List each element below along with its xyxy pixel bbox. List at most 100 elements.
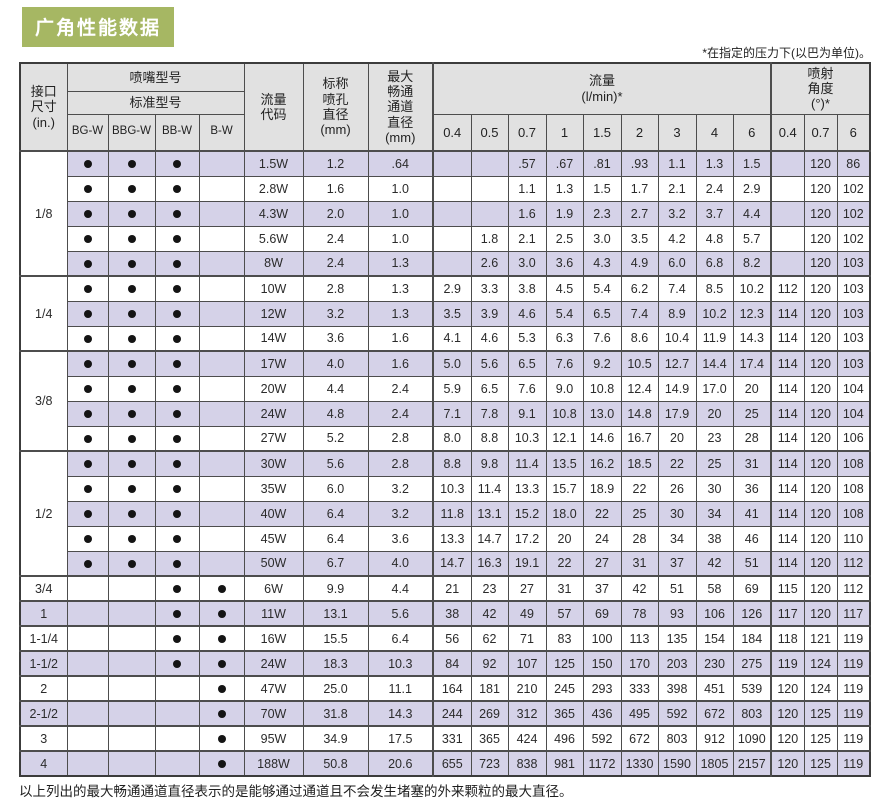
flow-value-cell: 365 (545, 700, 584, 727)
table-row: 1/2 30W 5.6 2.8 8.8 9.8 11.4 13.5 16.2 18.5 22 25 31… (19, 450, 871, 577)
availability-dot-icon (217, 710, 226, 719)
passage-diameter-cell: 1.3 (367, 275, 434, 302)
angle-value-cell (770, 250, 805, 277)
page-title: 广角性能数据 (22, 7, 175, 47)
table-row: 3/8 17W 4.0 1.6 5.0 5.6 6.5 7.6 9.2 10.5 12.7 14.4 1… (19, 350, 871, 452)
flow-value-cell: 12.3 (732, 300, 772, 327)
table-row: 35W 6.0 3.2 10.3 11.4 13.3 15.7 18.9 22 26 30 36 114… (20, 475, 871, 502)
angle-value-cell: 120 (770, 750, 805, 777)
flow-value-cell: 38 (695, 525, 734, 552)
angle-value-cell: 120 (803, 450, 838, 477)
availability-dot-icon (173, 235, 181, 244)
model-availability-bb-w (154, 400, 200, 427)
availability-dot-icon (217, 585, 226, 594)
angle-value-cell: 103 (836, 250, 871, 277)
flow-value-cell: 4.6 (470, 325, 509, 352)
model-availability-bbg-w (107, 250, 156, 277)
flow-value-cell: 18.0 (545, 500, 584, 527)
model-availability-bg-w (66, 475, 109, 502)
flow-value-cell: 1.6 (507, 200, 547, 227)
availability-dot-icon (173, 635, 181, 644)
orifice-diameter-cell: 4.4 (302, 375, 369, 402)
flow-value-cell: 135 (657, 625, 697, 652)
availability-dot-icon (83, 160, 92, 169)
angle-value-cell: 114 (770, 450, 805, 477)
model-availability-b-w (198, 625, 245, 652)
passage-diameter-cell: 1.0 (367, 225, 434, 252)
model-availability-bg-w (66, 550, 109, 577)
flow-value-cell: 14.4 (695, 350, 734, 377)
table-row: 1-1/2 24W 18.3 10.3 84 92 107 125 150 170 203 230 27… (19, 650, 871, 677)
availability-dot-icon (127, 360, 136, 369)
flow-value-cell: 84 (432, 650, 472, 677)
availability-dot-icon (173, 185, 181, 194)
model-availability-bbg-w (107, 325, 156, 352)
flow-value-cell: 1330 (620, 750, 659, 777)
angle-value-cell: 120 (803, 500, 838, 527)
flow-code-cell: 11W (243, 600, 304, 627)
flow-value-cell: 5.9 (432, 375, 472, 402)
passage-diameter-cell: 3.2 (367, 500, 434, 527)
flow-value-cell: 15.2 (507, 500, 547, 527)
availability-dot-icon (127, 410, 136, 419)
flow-value-cell: 20 (695, 400, 734, 427)
model-availability-bg-w (66, 725, 109, 752)
flow-value-cell: 13.3 (432, 525, 472, 552)
angle-value-cell: 119 (836, 650, 871, 677)
angle-value-cell: 103 (836, 275, 871, 302)
model-column-header: B-W (198, 113, 245, 152)
model-availability-bg-w (66, 700, 109, 727)
availability-dot-icon (83, 210, 92, 219)
angle-value-cell: 114 (770, 500, 805, 527)
flow-value-cell: 592 (582, 725, 622, 752)
table-row: 8W 2.4 1.3 2.6 3.0 3.6 4.3 4.9 6.0 6.8 8.2 120 103 (20, 250, 871, 277)
flow-value-cell: 3.0 (507, 250, 547, 277)
passage-diameter-cell: 1.6 (367, 325, 434, 352)
flow-value-cell: 331 (432, 725, 472, 752)
availability-dot-icon (127, 285, 136, 294)
angle-value-cell: 125 (803, 700, 838, 727)
flow-value-cell: 164 (432, 675, 472, 702)
col-header-flow-code: 流量 代码 (243, 62, 304, 152)
flow-value-cell: 170 (620, 650, 659, 677)
angle-pressure-header: 0.4 (770, 113, 805, 152)
flow-pressure-header: 3 (657, 113, 697, 152)
flow-value-cell: 8.2 (732, 250, 772, 277)
flow-value-cell: 20 (732, 375, 772, 402)
flow-value-cell: 803 (732, 700, 772, 727)
orifice-diameter-cell: 9.9 (302, 575, 369, 602)
flow-value-cell: 210 (507, 675, 547, 702)
pipe-size-cell: 1/4 (19, 275, 68, 352)
flow-value-cell: 38 (432, 600, 472, 627)
flow-code-cell: 24W (243, 400, 304, 427)
model-availability-b-w (198, 575, 245, 602)
orifice-diameter-cell: 15.5 (302, 625, 369, 652)
flow-value-cell: .67 (545, 150, 584, 177)
availability-dot-icon (173, 259, 181, 268)
flow-value-cell: 13.3 (507, 475, 547, 502)
flow-value-cell (432, 250, 472, 277)
flow-value-cell: 13.0 (582, 400, 622, 427)
angle-value-cell: 106 (836, 425, 871, 452)
model-availability-bg-w (66, 400, 109, 427)
flow-value-cell: 93 (657, 600, 697, 627)
model-availability-bg-w (66, 450, 109, 477)
flow-value-cell: 125 (545, 650, 584, 677)
model-availability-b-w (198, 750, 245, 777)
flow-value-cell: 16.2 (582, 450, 622, 477)
flow-value-cell: 203 (657, 650, 697, 677)
angle-value-cell: 119 (836, 700, 871, 727)
flow-code-cell: 50W (243, 550, 304, 577)
availability-dot-icon (127, 559, 136, 568)
angle-value-cell: 117 (836, 600, 871, 627)
table-row: 4.3W 2.0 1.0 1.6 1.9 2.3 2.7 3.2 3.7 4.4 120 102 (20, 200, 871, 227)
model-availability-bbg-w (107, 300, 156, 327)
col-header-size: 接口 尺寸 (in.) (19, 62, 68, 152)
flow-pressure-header: 0.7 (507, 113, 547, 152)
passage-diameter-cell: 4.4 (367, 575, 434, 602)
model-availability-bbg-w (107, 550, 156, 577)
flow-value-cell: 9.2 (582, 350, 622, 377)
availability-dot-icon (83, 310, 92, 319)
availability-dot-icon (173, 510, 181, 519)
passage-diameter-cell: 1.0 (367, 175, 434, 202)
